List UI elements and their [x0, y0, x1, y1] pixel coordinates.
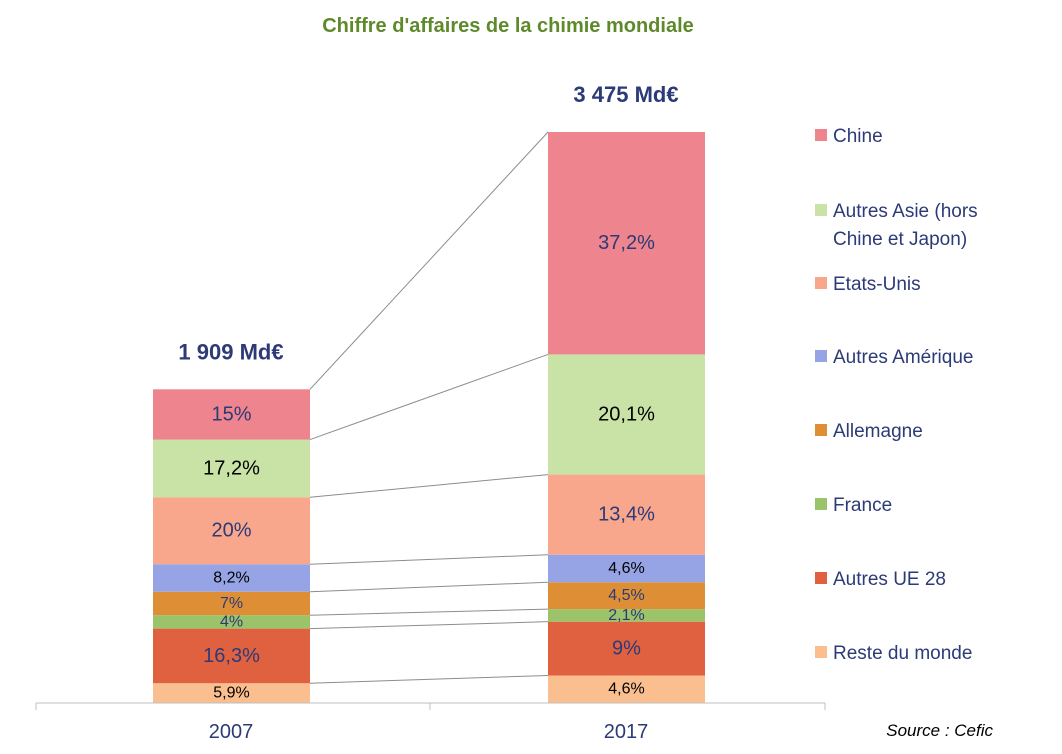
connector-line: [309, 581, 549, 593]
legend-label: France: [833, 495, 892, 516]
legend-swatch: [815, 129, 827, 141]
category-label: 2017: [604, 721, 649, 743]
data-label: 4,6%: [608, 560, 644, 577]
bar-segment-1-7: [548, 132, 705, 355]
bar-segment-0-3: [153, 591, 310, 616]
chart-title: Chiffre d'affaires de la chimie mondiale: [322, 15, 694, 37]
data-label: 5,9%: [213, 685, 249, 702]
data-label: 15%: [211, 403, 251, 425]
data-label: 17,2%: [203, 457, 260, 479]
data-label: 4,6%: [608, 681, 644, 698]
bar-segment-1-1: [548, 621, 705, 676]
source-note: Source : Cefic: [886, 721, 993, 740]
data-label: 4%: [220, 613, 243, 630]
legend-label: Allemagne: [833, 421, 923, 442]
bar-segment-0-2: [153, 615, 310, 629]
legend: Chine Autres Asie (hors Chine et Japon) Eta…: [815, 126, 978, 664]
data-label: 7%: [220, 595, 243, 612]
segment-connectors: [309, 131, 549, 684]
bar-segment-1-3: [548, 582, 705, 610]
category-labels: 2007 2017: [209, 721, 649, 743]
connector-line: [309, 554, 549, 565]
legend-swatch: [815, 646, 827, 658]
connector-line: [309, 621, 549, 630]
legend-swatch: [815, 350, 827, 362]
legend-label: Autres Amérique: [833, 347, 973, 368]
data-label: 13,4%: [598, 504, 655, 526]
legend-label: Chine: [833, 126, 883, 147]
total-label: 1 909 Md€: [178, 339, 283, 364]
total-label: 3 475 Md€: [573, 82, 678, 107]
bar-segment-0-6: [153, 439, 310, 498]
bar-segment-0-1: [153, 628, 310, 684]
legend-label: Reste du monde: [833, 643, 972, 664]
data-label: 2,1%: [608, 607, 644, 624]
bar-segment-1-6: [548, 354, 705, 475]
legend-swatch: [815, 572, 827, 584]
total-labels: 1 909 Md€ 3 475 Md€: [178, 82, 678, 364]
category-label: 2007: [209, 721, 254, 743]
legend-swatch: [815, 277, 827, 289]
legend-label: Etats-Unis: [833, 274, 921, 295]
connector-line: [309, 131, 549, 390]
bar-segment-1-2: [548, 609, 705, 622]
data-label: 37,2%: [598, 232, 655, 254]
bar-segment-1-0: [548, 675, 705, 703]
x-axis: [35, 702, 826, 710]
legend-label: Autres Asie (hors: [833, 201, 978, 222]
bar-segment-1-5: [548, 474, 705, 555]
connector-line: [309, 474, 549, 498]
bar-segment-0-0: [153, 683, 310, 703]
data-label: 8,2%: [213, 569, 249, 586]
legend-swatch: [815, 424, 827, 436]
data-label: 9%: [612, 638, 641, 660]
bar-segment-0-5: [153, 497, 310, 565]
bar-segment-0-7: [153, 389, 310, 440]
data-label: 20%: [211, 520, 251, 542]
data-label: 16,3%: [203, 645, 260, 667]
legend-swatch: [815, 204, 827, 216]
bar-segment-1-4: [548, 554, 705, 583]
data-label: 4,5%: [608, 587, 644, 604]
legend-label: Chine et Japon): [833, 229, 967, 250]
data-label: 20,1%: [598, 404, 655, 426]
legend-swatch: [815, 498, 827, 510]
legend-label: Autres UE 28: [833, 569, 946, 590]
connector-line: [309, 353, 549, 441]
bar-segment-0-4: [153, 564, 310, 592]
connector-line: [309, 608, 549, 616]
connector-line: [309, 674, 549, 684]
bars: 5,9% 16,3% 4%7% 8,2% 20% 17,2% 15% 4,6% 9% 2,1% 4,…: [153, 132, 705, 703]
